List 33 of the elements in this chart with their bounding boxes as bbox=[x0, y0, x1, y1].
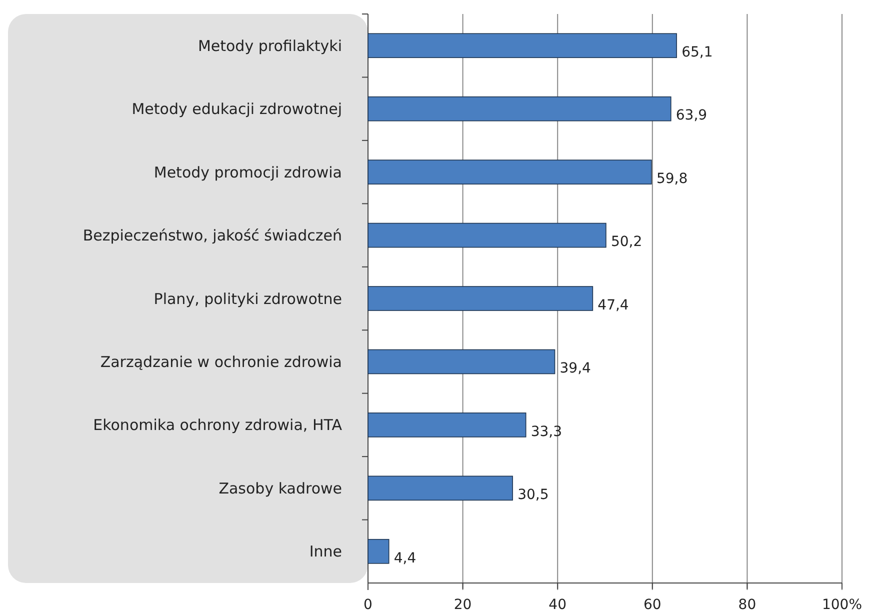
x-tick-label: 20 bbox=[454, 597, 472, 613]
data-label: 50,2 bbox=[610, 234, 642, 250]
y-tick-label: Bezpieczeństwo, jakość świadczeń bbox=[82, 226, 342, 245]
y-tick-label: Zasoby kadrowe bbox=[218, 479, 342, 498]
bar bbox=[368, 476, 513, 501]
y-tick-label: Inne bbox=[309, 542, 342, 561]
y-tick-label: Zarządzanie w ochronie zdrowia bbox=[100, 352, 342, 371]
data-label: 65,1 bbox=[682, 44, 713, 61]
bar bbox=[368, 349, 556, 374]
x-tick-label: 100% bbox=[822, 597, 862, 613]
y-tick-label: Metody promocji zdrowia bbox=[154, 163, 342, 182]
y-tick-label: Metody profilaktyki bbox=[198, 36, 342, 55]
data-label: 39,4 bbox=[560, 360, 592, 377]
y-tick-label: Plany, polityki zdrowotne bbox=[154, 290, 342, 308]
data-label: 63,9 bbox=[676, 108, 708, 124]
data-label: 30,5 bbox=[518, 487, 549, 504]
bar bbox=[368, 538, 390, 564]
bar bbox=[368, 286, 594, 311]
data-label: 59,8 bbox=[656, 170, 688, 187]
bar bbox=[368, 160, 652, 184]
y-tick-label: Ekonomika ochrony zdrowia, HTA bbox=[93, 416, 343, 434]
bar bbox=[368, 222, 606, 248]
data-label: 4,4 bbox=[394, 550, 416, 566]
bar bbox=[368, 412, 526, 438]
data-label: 33,3 bbox=[530, 424, 562, 440]
bar bbox=[368, 96, 672, 122]
x-tick-label: 0 bbox=[364, 597, 372, 613]
bar bbox=[368, 33, 677, 58]
data-label: 47,4 bbox=[598, 297, 629, 314]
x-tick-label: 60 bbox=[643, 597, 662, 613]
y-tick-label: Metody edukacji zdrowotnej bbox=[132, 100, 342, 118]
x-tick-label: 40 bbox=[548, 597, 567, 613]
x-tick-label: 80 bbox=[738, 597, 756, 613]
